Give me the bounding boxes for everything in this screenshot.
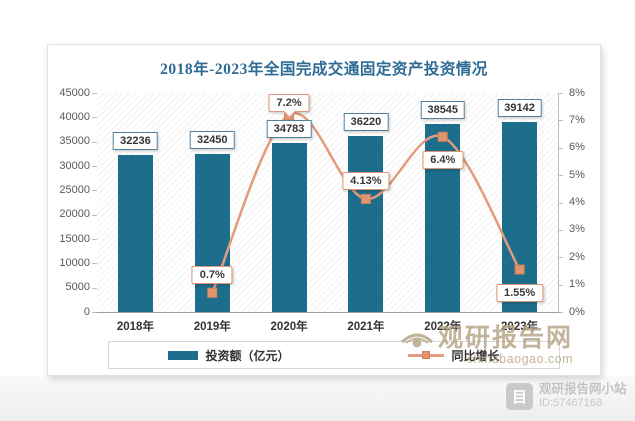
growth-percent-label: 0.7%: [191, 265, 233, 284]
y-left-tick-label: 30000: [59, 159, 90, 172]
y-left-tick: [92, 190, 97, 192]
growth-line-series: [207, 109, 525, 298]
badge-site-name: 观研报告网小站: [539, 382, 627, 397]
badge-id: ID:57467168: [539, 397, 602, 410]
y-left-tick-label: 20000: [59, 208, 90, 221]
legend-label-investment: 投资额（亿元）: [205, 348, 290, 363]
x-axis-label: 2022年: [424, 321, 462, 333]
bar-value-label: 36220: [343, 112, 389, 131]
y-right-tick: [558, 120, 563, 122]
y-right-tick: [558, 312, 563, 313]
growth-percent-label: 6.4%: [422, 150, 464, 169]
guanyan-logo-icon: 目: [506, 383, 533, 410]
plot-area: [97, 93, 558, 312]
bar-value-label: 32236: [113, 132, 158, 151]
x-axis-line: [97, 312, 559, 313]
y-right-tick-label: 4%: [569, 196, 585, 208]
legend-item-investment: 投资额（亿元）: [168, 347, 290, 364]
bar: [194, 154, 230, 312]
growth-percent-label: 7.2%: [268, 93, 310, 118]
line-marker: [514, 264, 525, 275]
y-left-tick-label: 10000: [59, 256, 90, 269]
bar: [117, 155, 153, 312]
bar-value-label: 32450: [189, 131, 235, 150]
y-right-tick-label: 8%: [569, 86, 585, 99]
y-left-tick-label: 15000: [59, 232, 90, 245]
x-axis-label: 2019年: [193, 321, 231, 333]
y-left-tick: [92, 263, 97, 265]
y-right-tick-label: 2%: [569, 250, 585, 263]
y-left-tick: [92, 239, 97, 240]
growth-percent-label: 4.13%: [342, 171, 390, 190]
y-right-tick: [558, 202, 563, 204]
x-axis-label: 2020年: [270, 321, 308, 333]
y-right-tick: [558, 257, 563, 259]
y-right-tick-label: 7%: [569, 113, 585, 126]
y-left-tick: [92, 287, 97, 289]
bar-value-label: 39142: [497, 98, 542, 117]
x-axis-label: 2018年: [116, 321, 154, 333]
y-right-tick: [558, 229, 563, 231]
chart-title: 2018年-2023年全国完成交通固定资产投资情况: [160, 61, 488, 78]
chart-panel: 2018年-2023年全国完成交通固定资产投资情况 45000 40000 3500…: [47, 44, 601, 376]
y-left-tick-label: 5000: [65, 281, 90, 294]
bar: [271, 142, 307, 312]
y-right-tick-label: 0%: [569, 305, 585, 318]
bar: [502, 121, 538, 312]
line-marker: [437, 131, 448, 142]
y-left-tick: [92, 93, 97, 94]
y-right-tick: [558, 284, 563, 286]
line-marker: [207, 287, 218, 298]
y-left-tick: [92, 312, 97, 313]
bar: [348, 135, 384, 312]
y-left-tick-label: 35000: [59, 135, 90, 148]
y-left-tick: [92, 141, 97, 143]
y-right-tick-label: 6%: [569, 141, 585, 154]
y-right-tick: [558, 175, 563, 177]
growth-percent-label: 1.55%: [495, 283, 544, 302]
y-left-tick: [92, 117, 97, 119]
y-right-tick: [558, 93, 563, 94]
y-left-tick: [92, 166, 97, 167]
x-axis-label: 2023年: [501, 321, 539, 333]
y-right-tick-label: 1%: [569, 278, 585, 291]
bar-swatch-icon: [168, 350, 199, 360]
legend-item-growth: 同比增长: [408, 347, 500, 364]
legend-label-growth: 同比增长: [451, 348, 500, 363]
y-right-tick: [558, 147, 563, 149]
y-left-tick-label: 45000: [59, 86, 90, 99]
bar-value-label: 34783: [266, 119, 312, 138]
line-marker-swatch-icon: [408, 350, 445, 360]
bar-value-label: 38545: [420, 101, 466, 120]
y-left-tick: [92, 214, 97, 216]
y-left-tick-label: 40000: [59, 110, 90, 123]
legend: 投资额（亿元） 同比增长: [108, 341, 560, 369]
line-marker: [360, 193, 371, 204]
site-badge: 目 观研报告网小站 ID:57467168: [506, 383, 627, 410]
y-right-tick-label: 5%: [569, 168, 585, 181]
y-right-tick-label: 3%: [569, 223, 585, 236]
x-axis-label: 2021年: [347, 321, 385, 333]
y-left-tick-label: 25000: [59, 183, 90, 196]
y-left-tick-label: 0: [83, 305, 90, 318]
